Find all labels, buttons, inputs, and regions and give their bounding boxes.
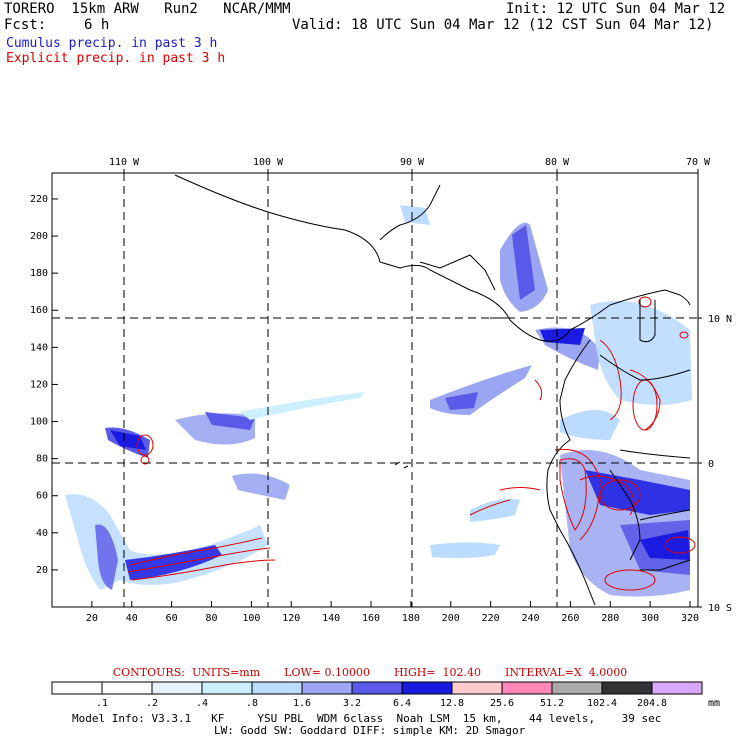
- left-tick-label: 180: [30, 268, 48, 279]
- legend-label: 102.4: [587, 698, 617, 709]
- bottom-tick-label: 40: [126, 613, 138, 624]
- init-time: Init: 12 UTC Sun 04 Mar 12: [506, 1, 726, 17]
- legend-swatch: [501, 681, 553, 695]
- legend-unit: mm: [708, 698, 720, 709]
- left-tick-label: 200: [30, 231, 48, 242]
- bottom-tick-label: 300: [641, 613, 659, 624]
- top-lon-label: 90 W: [400, 157, 425, 168]
- left-tick-label: 120: [30, 379, 48, 390]
- legend-swatch: [251, 681, 303, 695]
- bottom-tick-label: 260: [561, 613, 579, 624]
- contour-units: CONTOURS: UNITS=mm: [112, 666, 261, 679]
- legend-label: 204.8: [637, 698, 667, 709]
- axis-ticks: [52, 169, 702, 608]
- bottom-tick-label: 320: [681, 613, 699, 624]
- lat-lon-grid: [52, 173, 698, 607]
- left-tick-label: 220: [30, 194, 48, 205]
- left-tick-label: 60: [36, 491, 48, 502]
- cumulus-precip-label: Cumulus precip. in past 3 h: [6, 36, 218, 51]
- bottom-tick-label: 160: [362, 613, 380, 624]
- model-info: Model Info: V3.3.1 KF YSU PBL WDM 6class…: [72, 712, 662, 725]
- forecast-label: Fcst:: [4, 17, 47, 33]
- contour-info: CONTOURS: UNITS=mm LOW= 0.10000 HIGH= 102.…: [0, 666, 740, 679]
- coastlines: [174, 174, 691, 606]
- legend-label: 6.4: [393, 698, 411, 709]
- legend-label: .8: [246, 698, 258, 709]
- bottom-tick-label: 200: [442, 613, 460, 624]
- right-lat-label: 10 S: [708, 603, 732, 614]
- contour-low: LOW= 0.10000: [284, 666, 370, 679]
- right-lat-label: 10 N: [708, 314, 732, 325]
- model-title: TORERO 15km ARW Run2 NCAR/MMM: [4, 1, 291, 17]
- bottom-tick-label: 100: [242, 613, 260, 624]
- legend-swatch: [451, 681, 503, 695]
- legend-label: .1: [96, 698, 108, 709]
- left-tick-label: 80: [36, 454, 48, 465]
- left-tick-label: 140: [30, 342, 48, 353]
- legend-label: 3.2: [343, 698, 361, 709]
- legend-swatch: [351, 681, 403, 695]
- left-tick-label: 20: [36, 565, 48, 576]
- left-tick-label: 100: [30, 417, 48, 428]
- legend-swatch: [51, 681, 103, 695]
- bottom-tick-label: 60: [166, 613, 178, 624]
- legend-label: 12.8: [440, 698, 464, 709]
- bottom-tick-label: 120: [282, 613, 300, 624]
- left-tick-label: 160: [30, 305, 48, 316]
- bottom-tick-label: 140: [322, 613, 340, 624]
- legend-label: 25.6: [490, 698, 514, 709]
- left-tick-label: 40: [36, 528, 48, 539]
- legend-swatch: [601, 681, 653, 695]
- legend-swatch: [101, 681, 153, 695]
- bottom-tick-label: 280: [601, 613, 619, 624]
- legend-swatch: [401, 681, 453, 695]
- legend-label: .2: [146, 698, 158, 709]
- legend-label: .4: [196, 698, 208, 709]
- bottom-tick-label: 180: [402, 613, 420, 624]
- explicit-precip-contours: [127, 296, 696, 591]
- contour-high: HIGH= 102.40: [394, 666, 482, 679]
- plot-frame: [51, 172, 699, 608]
- bottom-tick-label: 80: [205, 613, 217, 624]
- axis-tick-labels: 20 40 60 80 100 120 140 160 180 200 220 240 260 280 30…: [30, 157, 732, 624]
- top-lon-label: 70 W: [686, 157, 711, 168]
- legend-label: 51.2: [540, 698, 564, 709]
- top-lon-label: 100 W: [253, 157, 284, 168]
- bottom-tick-label: 20: [86, 613, 98, 624]
- bottom-tick-label: 220: [482, 613, 500, 624]
- forecast-hours: 6 h: [84, 17, 110, 33]
- explicit-precip-label: Explicit precip. in past 3 h: [6, 51, 226, 66]
- cumulus-precip-shading: [65, 205, 692, 597]
- top-lon-label: 80 W: [545, 157, 570, 168]
- legend-swatch: [151, 681, 203, 695]
- legend-swatch: [201, 681, 253, 695]
- contour-interval: INTERVAL=X 4.0000: [505, 666, 628, 679]
- legend-swatch: [301, 681, 353, 695]
- legend-label: 1.6: [293, 698, 311, 709]
- legend-swatch: [651, 681, 703, 695]
- right-lat-label: 0: [708, 459, 714, 470]
- bottom-tick-label: 240: [521, 613, 539, 624]
- legend-swatch: [551, 681, 603, 695]
- valid-time: Valid: 18 UTC Sun 04 Mar 12 (12 CST Sun …: [292, 17, 714, 33]
- physics-info: LW: Godd SW: Goddard DIFF: simple KM: 2D…: [214, 724, 526, 737]
- top-lon-label: 110 W: [109, 157, 140, 168]
